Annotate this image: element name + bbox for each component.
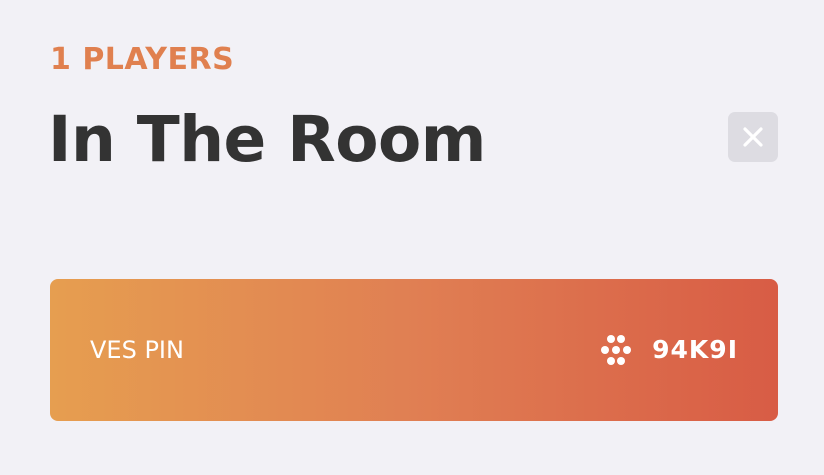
close-icon [743,127,763,147]
player-count-label: 1 PLAYERS [50,42,235,77]
pin-card: VES PIN 94K9I [50,279,778,421]
page-title: In The Room [48,103,486,176]
pin-value-group: 94K9I [600,333,738,367]
dots-cluster-icon [601,335,632,365]
close-button[interactable] [728,112,778,162]
pin-code: 94K9I [652,335,738,364]
pin-label: VES PIN [90,336,184,364]
